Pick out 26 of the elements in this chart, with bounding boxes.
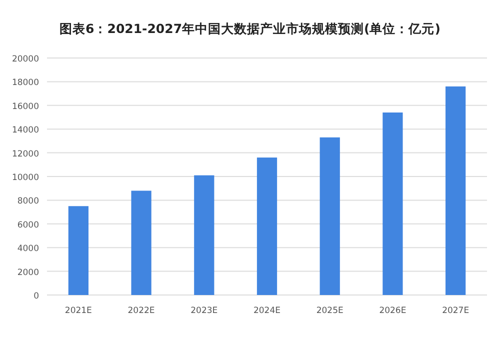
x-tick-label: 2027E (442, 306, 470, 316)
bar (131, 190, 152, 295)
y-tick-label: 12000 (12, 149, 39, 160)
x-tick-label: 2022E (128, 306, 155, 316)
chart-title: 图表6：2021-2027年中国大数据产业市场规模预测(单位：亿元) (60, 21, 440, 36)
y-tick-label: 4000 (17, 244, 39, 254)
x-tick-label: 2026E (379, 306, 406, 316)
x-tick-label: 2024E (253, 306, 281, 316)
bar (446, 86, 466, 295)
x-tick-label: 2021E (64, 306, 92, 316)
y-tick-label: 14000 (12, 126, 39, 136)
y-tick-label: 6000 (17, 220, 39, 230)
y-tick-label: 0 (34, 292, 39, 302)
y-tick-label: 8000 (17, 196, 39, 207)
bar (382, 112, 403, 295)
y-tick-label: 2000 (17, 268, 39, 278)
y-tick-label: 18000 (12, 78, 39, 88)
bar (256, 158, 278, 295)
y-tick-label: 16000 (12, 102, 39, 112)
x-tick-label: 2025E (316, 306, 344, 316)
bar (68, 206, 88, 295)
bar (194, 175, 214, 295)
y-tick-label: 20000 (12, 54, 39, 64)
x-tick-label: 2023E (190, 306, 218, 316)
bar (320, 137, 340, 295)
y-tick-label: 10000 (12, 173, 39, 183)
